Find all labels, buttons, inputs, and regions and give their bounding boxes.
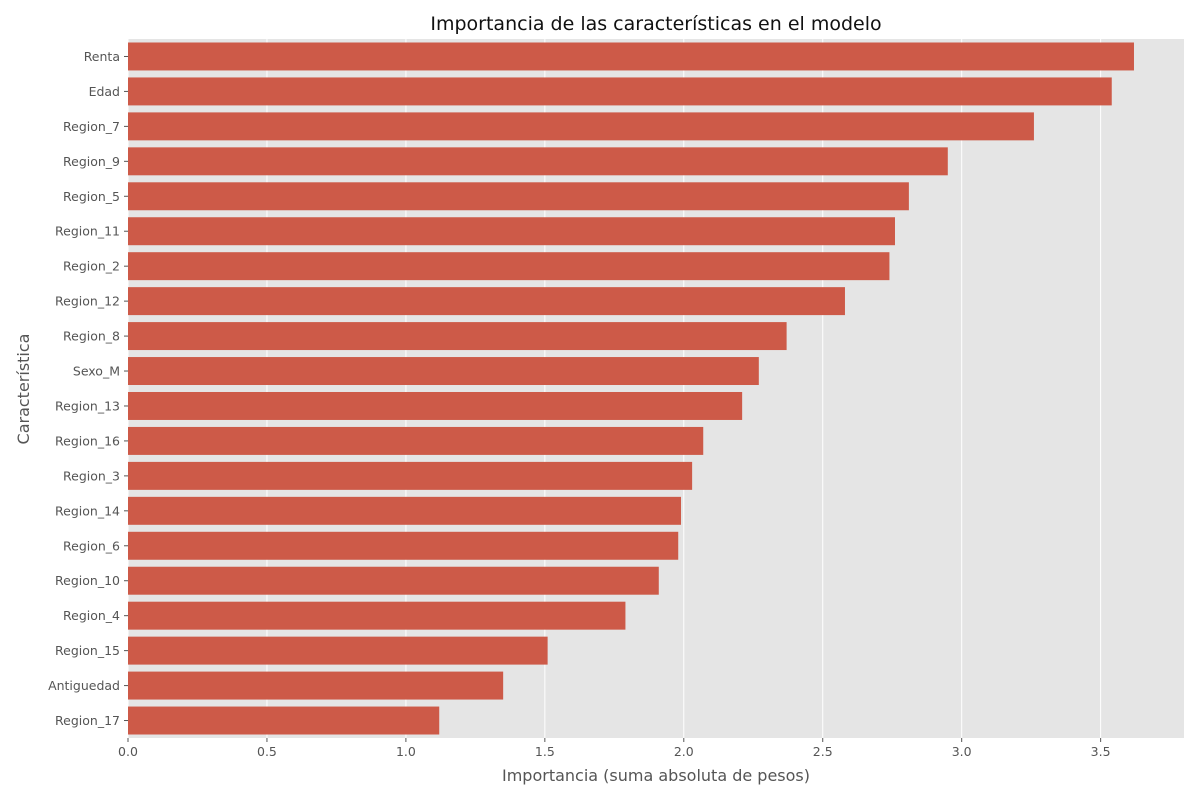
bar (128, 496, 682, 525)
bar (128, 391, 743, 420)
y-tick-label: Region_10 (55, 573, 120, 588)
bar (128, 706, 440, 735)
y-axis-ticks: Renta Edad Region_7 Region_9 Region_5 Region_… (48, 49, 128, 728)
y-tick-label: Region_16 (55, 433, 120, 448)
bar (128, 112, 1034, 141)
bar (128, 77, 1112, 106)
bar (128, 636, 548, 665)
bar (128, 217, 895, 246)
x-tick-label: 3.0 (952, 744, 972, 759)
x-tick-label: 2.5 (813, 744, 833, 759)
y-tick-label: Region_2 (63, 259, 120, 274)
bar (128, 461, 693, 490)
y-tick-label: Region_14 (55, 503, 120, 518)
y-tick-label: Edad (89, 84, 120, 99)
y-tick-label: Region_7 (63, 119, 120, 134)
bar (128, 671, 504, 700)
x-tick-label: 1.5 (535, 744, 555, 759)
x-tick-label: 0.5 (257, 744, 277, 759)
y-axis-title: Característica (14, 334, 33, 445)
y-tick-label: Region_5 (63, 189, 120, 204)
bar (128, 566, 659, 595)
bar (128, 147, 948, 176)
y-tick-label: Region_4 (63, 608, 120, 623)
bar (128, 357, 759, 386)
bar (128, 601, 626, 630)
bar (128, 531, 679, 560)
chart-title: Importancia de las características en el… (430, 13, 881, 35)
y-tick-label: Antiguedad (48, 678, 120, 693)
y-tick-label: Region_15 (55, 643, 120, 658)
bar (128, 322, 787, 351)
x-tick-label: 1.0 (396, 744, 416, 759)
y-tick-label: Region_17 (55, 713, 120, 728)
y-tick-label: Renta (84, 49, 120, 64)
y-tick-label: Region_12 (55, 294, 120, 309)
y-tick-label: Region_3 (63, 468, 120, 483)
x-axis-title: Importancia (suma absoluta de pesos) (502, 766, 810, 785)
y-tick-label: Region_9 (63, 154, 120, 169)
bar (128, 42, 1134, 71)
bar (128, 182, 909, 211)
bar (128, 287, 845, 316)
y-tick-label: Region_11 (55, 224, 120, 239)
bars (128, 42, 1134, 735)
x-tick-label: 3.5 (1091, 744, 1111, 759)
bar (128, 426, 704, 455)
bar (128, 252, 890, 281)
y-tick-label: Region_13 (55, 398, 120, 413)
y-tick-label: Region_6 (63, 538, 120, 553)
x-axis-ticks: 0.0 0.5 1.0 1.5 2.0 2.5 3.0 3.5 (118, 738, 1111, 759)
x-tick-label: 0.0 (118, 744, 138, 759)
y-tick-label: Sexo_M (73, 364, 120, 379)
plot-background (128, 39, 1184, 738)
y-tick-label: Region_8 (63, 329, 120, 344)
x-tick-label: 2.0 (674, 744, 694, 759)
